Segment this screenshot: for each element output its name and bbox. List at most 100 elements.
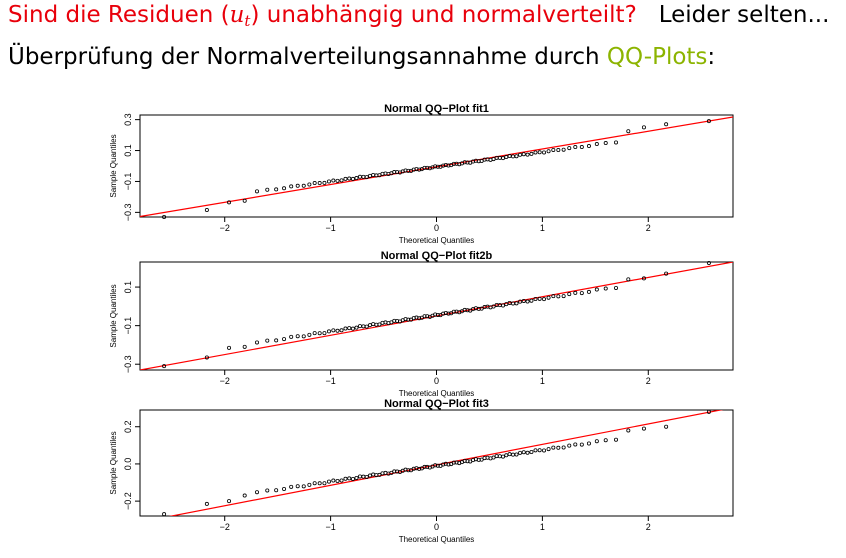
qq-point <box>525 450 530 455</box>
x-tick-label: 1 <box>540 522 545 532</box>
qq-point <box>626 428 631 433</box>
x-tick-label: −1 <box>325 376 335 386</box>
qq-point <box>326 479 331 484</box>
y-axis-label: Sample Quantiles <box>109 284 118 347</box>
qq-point <box>603 286 608 291</box>
y-tick-label: 0.0 <box>123 458 133 471</box>
plot-frame <box>139 409 734 517</box>
qq-point <box>525 299 530 304</box>
y-tick-label: 0.2 <box>123 420 133 433</box>
qq-point <box>586 289 591 294</box>
y-tick-label: 0.3 <box>123 113 133 126</box>
qq-point <box>274 488 279 493</box>
qq-point <box>494 454 499 459</box>
qq-point <box>347 326 352 331</box>
qq-point <box>254 490 259 495</box>
qq-point <box>227 200 232 205</box>
qq-point <box>501 156 506 161</box>
qq-point <box>326 179 331 184</box>
plot-title: Normal QQ−Plot fit2b <box>381 250 493 262</box>
qq-plots-link[interactable]: QQ-Plots <box>606 44 708 70</box>
qq-point <box>242 198 247 203</box>
qq-point <box>664 424 669 429</box>
residual-var: u <box>229 2 245 28</box>
qq-point <box>339 478 344 483</box>
plot-title: Normal QQ−Plot fit3 <box>384 398 489 410</box>
qq-point <box>425 464 430 469</box>
qq-point <box>462 160 467 165</box>
qq-point <box>525 152 530 157</box>
qq-point <box>533 150 538 155</box>
qq-point <box>567 443 572 448</box>
qq-point <box>546 447 551 452</box>
qq-point <box>433 164 438 169</box>
qq-point <box>614 437 619 442</box>
qq-point <box>556 294 561 299</box>
qq-point <box>265 488 270 493</box>
x-tick-label: −2 <box>220 376 230 386</box>
qq-point <box>254 340 259 345</box>
intro-line: Überprüfung der Normalverteilungsannahme… <box>8 44 715 70</box>
qq-point <box>367 473 372 478</box>
qq-point <box>371 322 376 327</box>
qq-point <box>317 181 322 186</box>
qq-point <box>357 174 362 179</box>
qq-point <box>491 304 496 309</box>
qq-point <box>507 452 512 457</box>
qq-point <box>433 463 438 468</box>
qq-point <box>454 161 459 166</box>
x-tick-label: −1 <box>325 223 335 233</box>
x-tick-label: 1 <box>540 223 545 233</box>
qq-point <box>497 454 502 459</box>
qq-point <box>603 438 608 443</box>
qq-point <box>641 426 646 431</box>
qq-point <box>511 452 516 457</box>
y-tick-label: 0.1 <box>123 281 133 294</box>
qq-point <box>343 326 348 331</box>
qq-point <box>504 155 509 160</box>
qq-point <box>542 448 547 453</box>
qq-point <box>497 155 502 160</box>
qq-point <box>317 481 322 486</box>
qq-point <box>425 165 430 170</box>
qq-point <box>551 294 556 299</box>
qq-point <box>511 154 516 159</box>
qq-point <box>295 334 300 339</box>
residual-variable: ut <box>229 2 251 30</box>
y-axis-label: Sample Quantiles <box>109 431 118 494</box>
qq-point <box>443 162 448 167</box>
qq-point <box>339 178 344 183</box>
qq-point <box>354 325 359 330</box>
qq-point <box>343 176 348 181</box>
qq-point <box>312 331 317 336</box>
qq-point <box>295 183 300 188</box>
qq-point <box>501 454 506 459</box>
qq-point <box>282 337 287 342</box>
qq-point <box>706 260 711 265</box>
residual-subscript: t <box>244 12 251 30</box>
qq-point <box>664 122 669 127</box>
qq-point <box>594 439 599 444</box>
qq-point <box>227 499 232 504</box>
qq-point <box>567 146 572 151</box>
qq-point <box>274 338 279 343</box>
qq-plot-2: Normal QQ−Plot fit2b −2 −1 0 1 2 Theoretical Q… <box>109 250 734 398</box>
qq-point <box>518 450 523 455</box>
qq-point <box>361 174 366 179</box>
qq-point <box>435 463 440 468</box>
qq-point <box>347 476 352 481</box>
x-axis-label: Theoretical Quantiles <box>399 535 475 544</box>
qq-point <box>406 468 411 473</box>
x-axis-label: Theoretical Quantiles <box>399 389 475 398</box>
qq-point <box>331 328 336 333</box>
qq-point <box>603 141 608 146</box>
question-before: Sind die Residuen ( <box>8 2 230 28</box>
qq-point <box>371 172 376 177</box>
qq-point <box>162 214 167 219</box>
qq-point <box>371 472 376 477</box>
qq-point <box>339 328 344 333</box>
x-tick-label: −1 <box>325 522 335 532</box>
qq-point <box>561 445 566 450</box>
qq-point <box>162 512 167 517</box>
